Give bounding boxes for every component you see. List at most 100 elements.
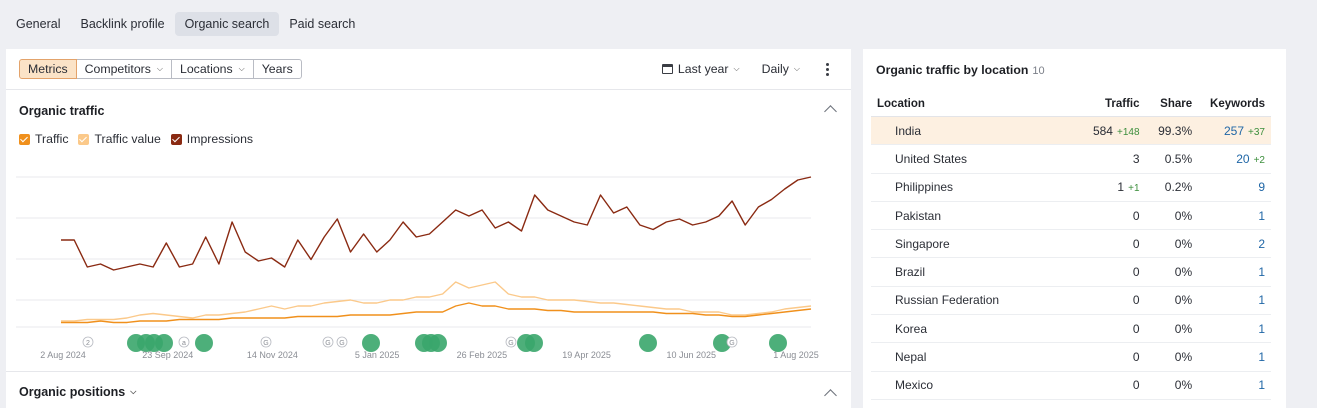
annotation-marker[interactable] (429, 334, 447, 352)
location-name[interactable]: Korea (871, 314, 1067, 344)
series-line-impressions[interactable] (61, 176, 812, 271)
keywords-cell[interactable]: 1 (1198, 201, 1271, 231)
keywords-cell[interactable]: 9 (1198, 173, 1271, 202)
annotation-marker[interactable] (195, 334, 213, 352)
share-value: 0% (1145, 314, 1199, 344)
location-name[interactable]: Philippines (871, 173, 1067, 202)
keywords-cell[interactable]: 1 (1198, 286, 1271, 316)
granularity-dropdown[interactable]: Daily ⌵ (762, 62, 800, 76)
keywords-value[interactable]: 2 (1258, 236, 1265, 251)
chevron-down-icon: ⌵ (238, 64, 245, 73)
annotation-marker[interactable] (639, 334, 657, 352)
column-header-location[interactable]: Location (871, 91, 1067, 117)
event-marker-icon[interactable] (505, 336, 517, 348)
share-value: 0% (1145, 229, 1199, 259)
series-line-traffic[interactable] (61, 302, 812, 324)
keywords-value[interactable]: 1 (1258, 350, 1265, 365)
event-marker-icon[interactable] (336, 336, 348, 348)
table-row[interactable]: Nepal 0 0% 1 (871, 342, 1271, 372)
keywords-value[interactable]: 1 (1258, 293, 1265, 308)
x-tick-label: 26 Feb 2025 (457, 350, 508, 360)
location-title-text: Organic traffic by location (876, 63, 1029, 77)
table-row[interactable]: United States 3 0.5% 20 +2 (871, 144, 1271, 174)
keywords-cell[interactable]: 20 +2 (1198, 144, 1271, 174)
table-row[interactable]: India 584 +148 99.3% 257 +37 (871, 116, 1271, 146)
location-name[interactable]: India (871, 116, 1067, 146)
tab-organic-search[interactable]: Organic search (174, 12, 280, 36)
annotation-marker[interactable] (713, 334, 731, 352)
keywords-cell[interactable]: 1 (1198, 257, 1271, 287)
years-button[interactable]: Years (252, 59, 302, 79)
tab-paid-search[interactable]: Paid search (289, 17, 356, 31)
annotation-marker[interactable] (362, 334, 380, 352)
table-row[interactable]: Pakistan 0 0% 1 (871, 201, 1271, 231)
traffic-cell: 3 (1066, 144, 1146, 174)
organic-positions-title[interactable]: Organic positions ⌵ (19, 385, 136, 399)
keywords-value[interactable]: 1 (1258, 321, 1265, 336)
share-value: 0% (1145, 286, 1199, 316)
tab-backlink-profile[interactable]: Backlink profile (80, 17, 165, 31)
keywords-cell[interactable]: 1 (1198, 342, 1271, 372)
table-row[interactable]: Mexico 0 0% 1 (871, 371, 1271, 400)
tab-general[interactable]: General (16, 17, 61, 31)
traffic-by-location-card: Organic traffic by location 10 Location T… (863, 49, 1286, 408)
legend-impressions[interactable]: Impressions (170, 132, 253, 146)
location-name[interactable]: Brazil (871, 257, 1067, 287)
location-name[interactable]: Russian Federation (871, 286, 1067, 316)
legend-traffic[interactable]: Traffic (19, 132, 68, 146)
keywords-value[interactable]: 257 (1224, 123, 1245, 138)
annotation-marker[interactable] (769, 334, 787, 352)
locations-dropdown[interactable]: Locations ⌵ (171, 59, 254, 79)
metrics-button[interactable]: Metrics (19, 59, 77, 79)
location-name[interactable]: Mexico (871, 371, 1067, 400)
series-line-traffic-value[interactable] (61, 281, 812, 322)
chevron-down-icon: ⌵ (733, 64, 740, 73)
keywords-value[interactable]: 9 (1258, 180, 1265, 195)
column-header-share[interactable]: Share (1145, 91, 1199, 117)
table-row[interactable]: Philippines 1 +1 0.2% 9 (871, 173, 1271, 202)
legend-traffic-value-label: Traffic value (94, 132, 161, 146)
traffic-delta: +148 (1116, 126, 1140, 138)
keywords-cell[interactable]: 2 (1198, 229, 1271, 259)
traffic-cell: 1 +1 (1066, 173, 1146, 202)
event-marker-icon[interactable] (322, 336, 334, 348)
keywords-cell[interactable]: 1 (1198, 314, 1271, 344)
legend-traffic-value[interactable]: Traffic value (78, 132, 161, 146)
traffic-value: 1 (1117, 180, 1125, 195)
table-row[interactable]: Brazil 0 0% 1 (871, 257, 1271, 287)
event-marker-icon[interactable] (260, 336, 272, 348)
annotation-marker[interactable] (525, 334, 543, 352)
location-name[interactable]: Pakistan (871, 201, 1067, 231)
more-options-icon[interactable] (822, 62, 833, 76)
competitors-dropdown[interactable]: Competitors ⌵ (75, 59, 172, 79)
metrics-label: Metrics (28, 62, 68, 76)
collapse-chevron-icon[interactable] (824, 105, 837, 118)
column-header-keywords[interactable]: Keywords (1198, 91, 1271, 117)
event-marker-icon[interactable] (82, 336, 94, 348)
keywords-value[interactable]: 20 (1236, 151, 1250, 166)
keywords-cell[interactable]: 1 (1198, 371, 1271, 400)
checkbox-icon (78, 133, 90, 145)
location-name[interactable]: Nepal (871, 342, 1067, 372)
date-range-dropdown[interactable]: Last year ⌵ (661, 62, 740, 76)
location-name[interactable]: Singapore (871, 229, 1067, 259)
table-row[interactable]: Russian Federation 0 0% 1 (871, 286, 1271, 316)
collapse-chevron-icon[interactable] (824, 389, 837, 402)
event-marker-icon[interactable] (178, 336, 190, 348)
keywords-value[interactable]: 1 (1258, 265, 1265, 280)
share-value: 0% (1145, 342, 1199, 372)
keywords-cell[interactable]: 257 +37 (1198, 116, 1271, 146)
annotation-marker[interactable] (155, 334, 173, 352)
table-row[interactable]: Singapore 0 0% 2 (871, 229, 1271, 259)
keywords-value[interactable]: 1 (1258, 208, 1265, 223)
competitors-label: Competitors (84, 62, 151, 76)
table-row[interactable]: Korea 0 0% 1 (871, 314, 1271, 344)
x-tick-label: 2 Aug 2024 (40, 350, 86, 360)
event-marker-icon[interactable] (726, 336, 738, 348)
event-marker-label: 2 (86, 340, 90, 347)
x-tick-label: 10 Jun 2025 (667, 350, 717, 360)
keywords-value[interactable]: 1 (1258, 378, 1265, 393)
event-marker-label: G (263, 340, 268, 347)
column-header-traffic[interactable]: Traffic (1066, 91, 1146, 117)
location-name[interactable]: United States (871, 144, 1067, 174)
